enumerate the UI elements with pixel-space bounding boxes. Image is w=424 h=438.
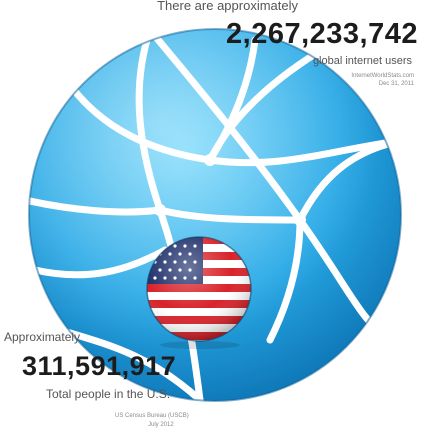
top-lead-text: There are approximately [157, 0, 298, 13]
bottom-source: US Census Bureau (USCB) [115, 413, 189, 419]
top-date: Dec 31, 2011 [378, 81, 414, 87]
us-population-number: 311,591,917 [22, 351, 177, 381]
us-population-label: Total people in the U.S. [46, 387, 171, 401]
bottom-lead-text: Approximately [4, 330, 81, 344]
internet-users-number: 2,267,233,742 [226, 18, 418, 50]
bottom-date: July 2012 [148, 422, 174, 428]
top-source: InternetWorldStats.com [351, 73, 414, 79]
internet-users-label: global internet users [312, 55, 412, 67]
